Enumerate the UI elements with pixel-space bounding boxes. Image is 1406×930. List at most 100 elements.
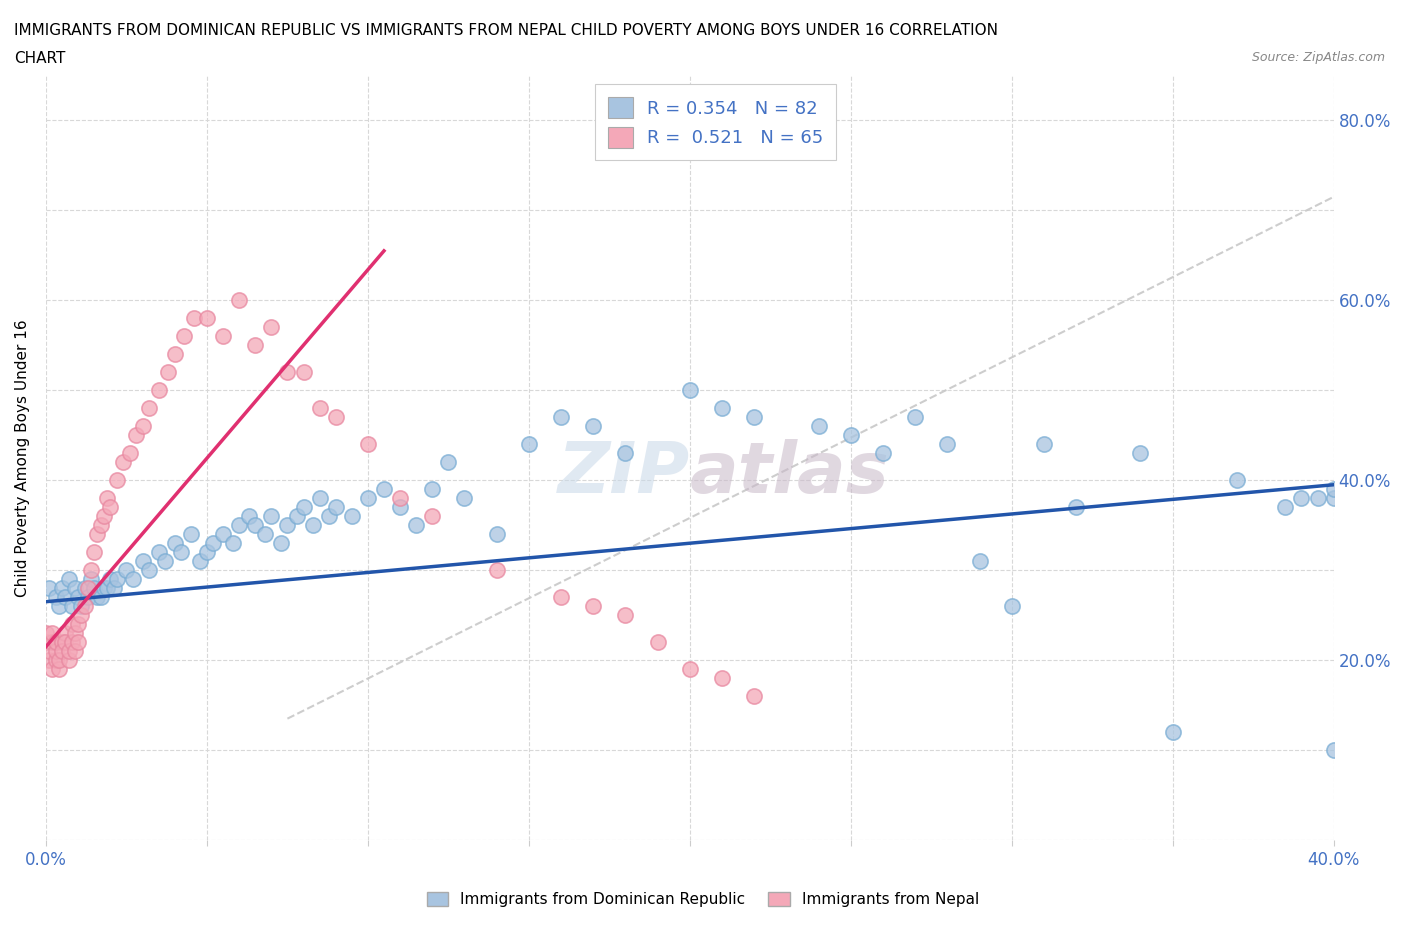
Point: [51, 635, 73, 650]
Point: [308, 401, 330, 416]
Point: [1129, 445, 1152, 460]
Point: [357, 491, 380, 506]
Point: [228, 293, 250, 308]
Point: [1032, 437, 1054, 452]
Point: [679, 383, 702, 398]
Point: [1306, 491, 1329, 506]
Text: IMMIGRANTS FROM DOMINICAN REPUBLIC VS IMMIGRANTS FROM NEPAL CHILD POVERTY AMONG : IMMIGRANTS FROM DOMINICAN REPUBLIC VS IM…: [14, 23, 998, 38]
Point: [122, 572, 145, 587]
Point: [83, 545, 105, 560]
Point: [1291, 491, 1313, 506]
Point: [83, 580, 105, 595]
Point: [131, 418, 153, 433]
Point: [58, 644, 80, 658]
Point: [357, 437, 380, 452]
Point: [614, 445, 637, 460]
Point: [63, 580, 86, 595]
Point: [260, 509, 283, 524]
Text: CHART: CHART: [14, 51, 66, 66]
Text: ZIP: ZIP: [558, 439, 690, 508]
Point: [308, 491, 330, 506]
Point: [115, 563, 138, 578]
Point: [138, 563, 160, 578]
Point: [48, 653, 70, 668]
Point: [73, 599, 96, 614]
Point: [93, 580, 115, 595]
Point: [148, 545, 170, 560]
Point: [711, 671, 734, 685]
Point: [325, 499, 347, 514]
Point: [1226, 472, 1249, 487]
Point: [212, 526, 235, 541]
Point: [238, 509, 260, 524]
Point: [180, 526, 202, 541]
Point: [221, 536, 243, 551]
Point: [51, 580, 73, 595]
Point: [936, 437, 959, 452]
Point: [67, 590, 90, 604]
Point: [405, 518, 427, 533]
Point: [93, 509, 115, 524]
Point: [125, 428, 148, 443]
Point: [318, 509, 340, 524]
Point: [195, 545, 218, 560]
Point: [157, 365, 180, 379]
Point: [38, 580, 60, 595]
Point: [389, 491, 412, 506]
Point: [58, 572, 80, 587]
Point: [96, 491, 118, 506]
Point: [163, 347, 186, 362]
Point: [63, 626, 86, 641]
Point: [190, 553, 212, 568]
Point: [183, 311, 205, 325]
Point: [582, 418, 605, 433]
Point: [550, 590, 572, 604]
Point: [170, 545, 193, 560]
Point: [58, 653, 80, 668]
Point: [86, 526, 108, 541]
Point: [76, 590, 98, 604]
Point: [38, 653, 60, 668]
Point: [582, 599, 605, 614]
Point: [103, 580, 125, 595]
Point: [1001, 599, 1024, 614]
Legend: R = 0.354   N = 82, R =  0.521   N = 65: R = 0.354 N = 82, R = 0.521 N = 65: [595, 85, 837, 161]
Point: [453, 491, 475, 506]
Point: [105, 472, 128, 487]
Point: [325, 410, 347, 425]
Point: [86, 590, 108, 604]
Point: [245, 338, 267, 352]
Point: [807, 418, 830, 433]
Point: [437, 455, 460, 470]
Point: [420, 509, 443, 524]
Point: [253, 526, 276, 541]
Point: [872, 445, 894, 460]
Point: [38, 644, 60, 658]
Point: [60, 599, 83, 614]
Point: [45, 653, 67, 668]
Point: [485, 563, 508, 578]
Point: [41, 626, 63, 641]
Text: atlas: atlas: [690, 439, 890, 508]
Point: [202, 536, 225, 551]
Point: [195, 311, 218, 325]
Point: [302, 518, 325, 533]
Point: [1161, 724, 1184, 739]
Point: [1323, 491, 1346, 506]
Point: [118, 445, 141, 460]
Text: Source: ZipAtlas.com: Source: ZipAtlas.com: [1251, 51, 1385, 64]
Point: [60, 635, 83, 650]
Point: [550, 410, 572, 425]
Point: [45, 635, 67, 650]
Point: [276, 365, 298, 379]
Point: [53, 635, 76, 650]
Point: [148, 383, 170, 398]
Point: [35, 635, 58, 650]
Point: [48, 599, 70, 614]
Point: [1323, 743, 1346, 758]
Point: [292, 499, 315, 514]
Point: [63, 644, 86, 658]
Point: [711, 401, 734, 416]
Point: [96, 580, 118, 595]
Point: [969, 553, 991, 568]
